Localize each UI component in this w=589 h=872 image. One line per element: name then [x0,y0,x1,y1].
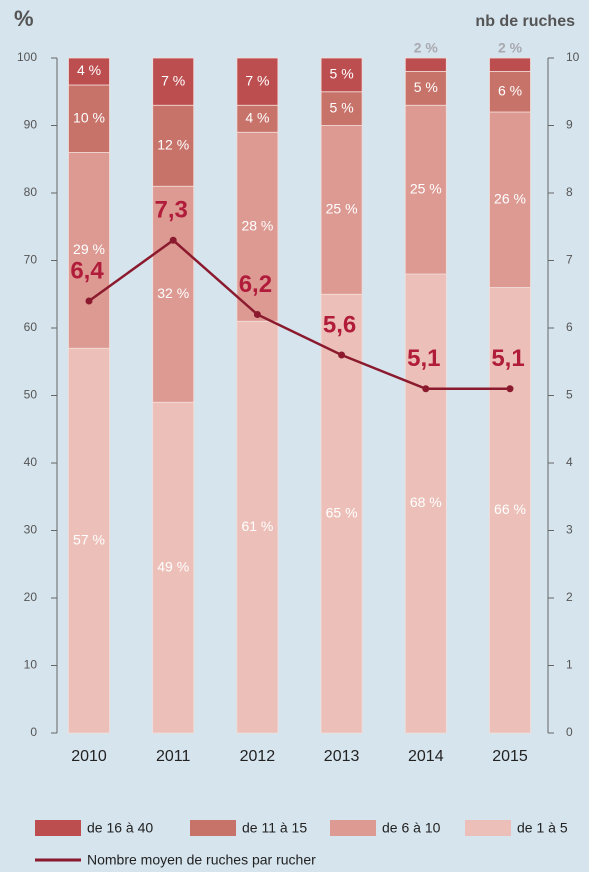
bar-segment [152,185,195,403]
legend-label: de 1 à 5 [517,820,568,836]
y-tick-label: 0 [30,725,37,739]
x-tick-label: 2012 [240,748,276,765]
y-tick-label: 10 [24,658,38,672]
y-tick-label: 100 [17,50,37,64]
line-value-label: 5,1 [407,345,440,372]
bar-segment [68,152,110,349]
y-tick-label: 20 [24,590,38,604]
x-tick-label: 2011 [156,748,191,765]
bar-value-label: 6 % [498,82,522,98]
line-point [253,311,261,318]
y2-tick-label: 4 [566,455,573,469]
line-point [506,385,514,393]
bar-segment [152,401,195,734]
bar-value-label: 25 % [410,180,442,196]
bar-segment [489,287,531,734]
bar-value-label: 57 % [73,531,105,547]
legend-label: de 11 à 15 [242,820,307,836]
y-tick-label: 30 [24,523,38,537]
bar-value-label: 25 % [326,201,358,217]
x-tick-label: 2014 [408,748,444,765]
bar-segment [68,347,110,734]
bar-segment [489,57,531,72]
bar-segment [320,125,363,295]
bar-segment [236,57,279,106]
bar-value-label: 49 % [157,558,189,574]
legend-swatch [35,820,81,836]
bar-segment [489,111,531,288]
line-value-label: 5,1 [491,345,524,372]
bar-segment [320,293,363,734]
legend-label: Nombre moyen de ruches par rucher [87,852,316,868]
y2-tick-label: 0 [566,725,573,739]
line-point [169,236,177,244]
y2-tick-label: 10 [566,50,580,64]
y2-tick-label: 3 [566,523,573,537]
line-point [85,297,93,305]
line [88,238,510,390]
line-point [422,385,430,393]
y2-tick-label: 8 [566,185,573,199]
bar-segment [152,104,195,187]
x-tick-label: 2013 [324,748,360,765]
y2-axis-title: nb de ruches [475,13,575,30]
line-value-label: 7,3 [155,197,188,224]
bar-value-label: 28 % [241,217,273,233]
bar-value-label: 7 % [161,72,185,88]
bar-segment [236,131,279,322]
x-tick-label: 2015 [492,748,528,765]
y2-tick-label: 7 [566,253,573,267]
bar-segment [68,84,110,153]
legend-swatch [330,820,376,836]
bar-value-label: 5 % [330,66,354,82]
bar-segment [152,57,195,106]
y-tick-label: 40 [24,455,38,469]
bar-value-label: 26 % [494,190,526,206]
bar-value-label: 2 % [498,40,523,56]
bar-value-label: 65 % [326,504,358,520]
bar-value-label: 66 % [494,501,526,517]
bar-segment [236,320,279,734]
y-tick-label: 50 [24,388,38,402]
bar-value-label: 10 % [73,109,105,125]
line-value-label: 6,4 [70,257,104,284]
legend-label: de 16 à 40 [87,820,153,836]
bar-segment [489,71,531,113]
y2-tick-label: 9 [566,118,573,132]
line-value-label: 5,6 [323,311,356,338]
bar-segment [68,57,110,86]
bar-value-label: 61 % [241,518,273,534]
bar-value-label: 29 % [73,241,105,257]
bar-value-label: 7 % [245,72,269,88]
y2-tick-label: 1 [566,658,573,672]
bar-segment [320,91,363,126]
line-value-label: 6,2 [239,271,272,298]
bar-value-label: 12 % [157,136,189,152]
bar-value-label: 4 % [245,109,269,125]
bar-value-label: 4 % [77,62,101,78]
x-tick-label: 2010 [71,748,107,765]
y2-tick-label: 2 [566,590,573,604]
bar-value-label: 68 % [410,494,442,510]
y-tick-label: 90 [24,118,38,132]
bar-segment [236,104,279,133]
line-point [338,351,346,359]
legend-label: de 6 à 10 [382,820,441,836]
y-tick-label: 60 [24,320,38,334]
y-axis-title: % [14,6,34,31]
bar-value-label: 2 % [414,40,439,56]
bar-value-label: 5 % [330,99,354,115]
bar-value-label: 5 % [414,79,438,95]
legend-swatch [465,820,511,836]
bar-segment [404,57,447,72]
bar-segment [320,57,363,93]
y-tick-label: 80 [24,185,38,199]
y-tick-label: 70 [24,253,38,267]
y2-tick-label: 6 [566,320,573,334]
bar-value-label: 32 % [157,285,189,301]
legend-swatch [190,820,236,836]
y2-tick-label: 5 [566,388,573,402]
bar-segment [404,273,447,734]
